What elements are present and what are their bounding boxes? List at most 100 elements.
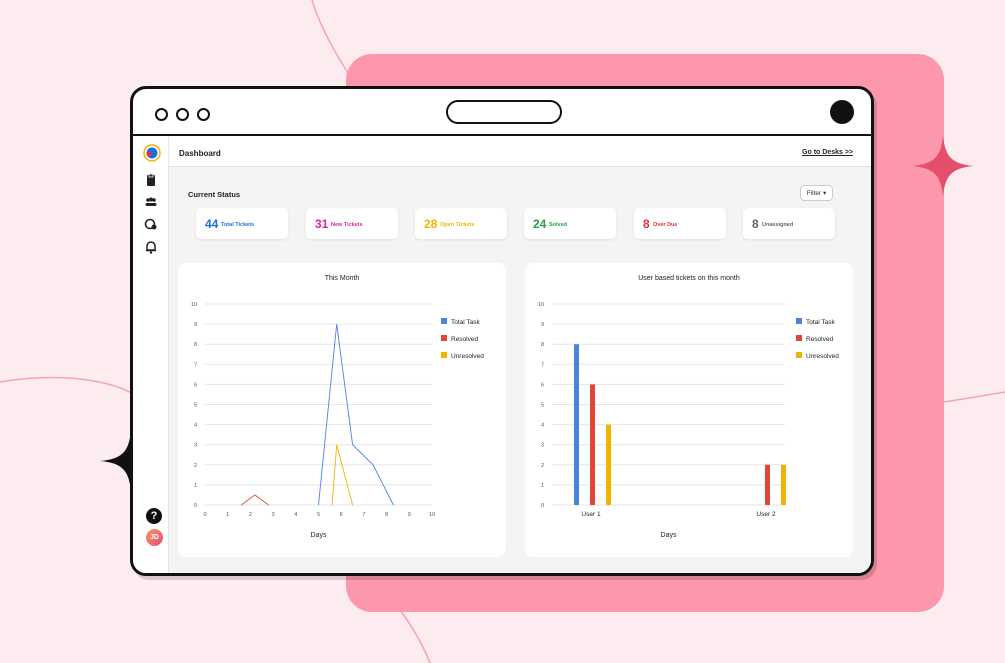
window-control-dot[interactable] [155, 108, 168, 121]
camera-dot [830, 100, 854, 124]
address-bar[interactable] [446, 100, 562, 124]
page-title: Dashboard [179, 149, 221, 158]
sparkle-pink-icon [912, 135, 974, 197]
stat-label: Open Tickets [440, 222, 475, 228]
stat-card-total[interactable]: 44 Total Tickets [196, 208, 288, 239]
x-tick-label: 2 [249, 512, 252, 518]
stat-value: 44 [205, 217, 219, 231]
bar [781, 464, 786, 505]
series-line [241, 494, 269, 506]
bell-icon[interactable] [144, 240, 158, 254]
clipboard-icon[interactable] [144, 173, 158, 187]
legend-swatch [441, 335, 447, 341]
legend-label: Total Task [806, 319, 836, 326]
x-tick-label: 5 [317, 512, 320, 518]
users-icon[interactable] [144, 195, 158, 209]
x-tick-label: 9 [408, 512, 411, 518]
x-tick-label: 1 [226, 512, 229, 518]
stat-card-unassigned[interactable]: 8 Unassigned [743, 208, 835, 239]
y-tick-label: 0 [194, 503, 197, 509]
window-control-dot[interactable] [176, 108, 189, 121]
y-tick-label: 9 [541, 322, 544, 328]
stat-value: 31 [315, 217, 329, 231]
y-tick-label: 1 [541, 483, 544, 489]
y-tick-label: 7 [194, 362, 197, 368]
window-control-dot[interactable] [197, 108, 210, 121]
x-category-label: User 2 [756, 511, 776, 518]
stat-value: 8 [752, 217, 759, 231]
header-bar: Dashboard Go to Desks >> [169, 136, 871, 167]
y-tick-label: 6 [194, 382, 197, 388]
browser-window: ? JD Dashboard Go to Desks >> Current St… [130, 86, 874, 576]
stat-value: 28 [424, 217, 438, 231]
line-chart: 0 1 2 3 4 5 6 7 8 9 10 Days 0 1 2 3 4 5 6 7 8 9 10 Total Task Re… [191, 302, 484, 539]
stat-label: Unassigned [762, 222, 794, 228]
app-logo-icon[interactable] [143, 144, 161, 162]
legend-label: Total Task [451, 319, 481, 326]
stat-card-open[interactable]: 28 Open Tickets [415, 208, 507, 239]
current-status-heading: Current Status [188, 190, 241, 199]
x-tick-label: 10 [429, 512, 435, 518]
y-tick-label: 10 [191, 302, 197, 308]
x-axis-title: Days [661, 532, 677, 539]
bar-chart: 0 1 2 3 4 5 6 7 8 9 10 Days User 1 User 2 Total Task Re… [538, 302, 839, 539]
stat-card-overdue[interactable]: 8 Over Due [634, 208, 726, 239]
y-tick-label: 8 [194, 342, 197, 348]
avatar[interactable]: JD [146, 529, 163, 546]
chart-title: User based tickets on this month [638, 275, 740, 282]
bar [574, 344, 579, 505]
x-tick-label: 0 [203, 512, 206, 518]
y-tick-label: 4 [194, 423, 197, 429]
legend-swatch [796, 335, 802, 341]
y-tick-label: 7 [541, 362, 544, 368]
main-content: Dashboard Go to Desks >> Current Status … [169, 136, 871, 573]
line-chart-card: This Month 0 1 2 3 4 5 6 7 8 9 10 Days 0 1 2 3 4 5 6 7 8 9 10 T… [178, 263, 506, 557]
y-tick-label: 3 [194, 443, 197, 449]
legend-label: Resolved [806, 336, 833, 343]
stat-card-solved[interactable]: 24 Solved [524, 208, 616, 239]
legend-swatch [441, 352, 447, 358]
sidebar: ? JD [133, 136, 169, 573]
stat-value: 24 [533, 217, 547, 231]
legend-label: Unresolved [451, 353, 484, 360]
y-tick-label: 8 [541, 342, 544, 348]
x-tick-label: 4 [294, 512, 297, 518]
y-tick-label: 4 [541, 423, 544, 429]
legend-swatch [796, 318, 802, 324]
series-line [318, 324, 394, 506]
y-tick-label: 5 [541, 403, 544, 409]
bar [606, 424, 611, 505]
x-tick-label: 3 [272, 512, 275, 518]
bar-chart-card: User based tickets on this month 0 1 2 3 4 5 6… [525, 263, 853, 557]
x-axis-title: Days [311, 532, 327, 539]
stat-label: New Tickets [331, 222, 363, 228]
x-tick-label: 6 [340, 512, 343, 518]
window-titlebar [133, 89, 871, 136]
legend-label: Unresolved [806, 353, 839, 360]
y-tick-label: 10 [538, 302, 544, 308]
y-tick-label: 5 [194, 403, 197, 409]
stat-label: Solved [549, 222, 568, 228]
stat-card-new[interactable]: 31 New Tickets [306, 208, 398, 239]
chart-title: This Month [324, 275, 360, 282]
y-tick-label: 0 [541, 503, 544, 509]
filter-button[interactable]: Filter ▾ [800, 185, 833, 201]
bar [765, 464, 770, 505]
x-category-label: User 1 [581, 511, 601, 518]
y-tick-label: 2 [194, 463, 197, 469]
y-tick-label: 2 [541, 463, 544, 469]
legend-swatch [796, 352, 802, 358]
bar [590, 384, 595, 505]
reports-icon[interactable] [144, 217, 158, 231]
legend-label: Resolved [451, 336, 478, 343]
y-tick-label: 6 [541, 382, 544, 388]
go-to-desks-link[interactable]: Go to Desks >> [802, 149, 853, 156]
x-tick-label: 7 [362, 512, 365, 518]
stat-label: Over Due [653, 222, 678, 228]
filter-label: Filter [806, 190, 822, 197]
y-tick-label: 9 [194, 322, 197, 328]
help-button[interactable]: ? [146, 508, 162, 524]
chevron-down-icon: ▾ [823, 190, 827, 197]
stat-label: Total Tickets [221, 222, 255, 228]
y-tick-label: 3 [541, 443, 544, 449]
